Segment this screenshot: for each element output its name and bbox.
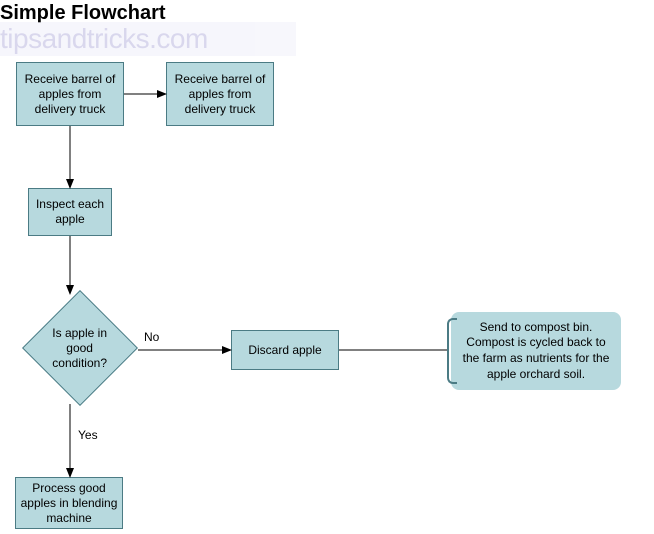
node-label: Process good apples in blending machine xyxy=(20,481,118,526)
node-label: Inspect each apple xyxy=(33,197,107,227)
node-label: Send to compost bin. Compost is cycled b… xyxy=(457,320,615,382)
node-compost: Send to compost bin. Compost is cycled b… xyxy=(451,312,621,390)
node-label: Receive barrel of apples from delivery t… xyxy=(171,72,269,117)
node-label: Discard apple xyxy=(248,343,321,358)
node-process: Process good apples in blending machine xyxy=(15,477,123,529)
node-receive-2: Receive barrel of apples from delivery t… xyxy=(166,62,274,126)
edge-label: Yes xyxy=(78,428,98,442)
node-discard: Discard apple xyxy=(231,330,339,370)
node-inspect: Inspect each apple xyxy=(28,188,112,236)
watermark-text: tipsandtricks.com xyxy=(0,22,296,56)
edge-label: No xyxy=(144,330,159,344)
node-label: Is apple in good condition? xyxy=(40,326,120,371)
node-decision: Is apple in good condition? xyxy=(22,290,138,406)
node-label: Receive barrel of apples from delivery t… xyxy=(21,72,119,117)
bubble-bracket xyxy=(447,318,457,384)
node-receive-1: Receive barrel of apples from delivery t… xyxy=(16,62,124,126)
